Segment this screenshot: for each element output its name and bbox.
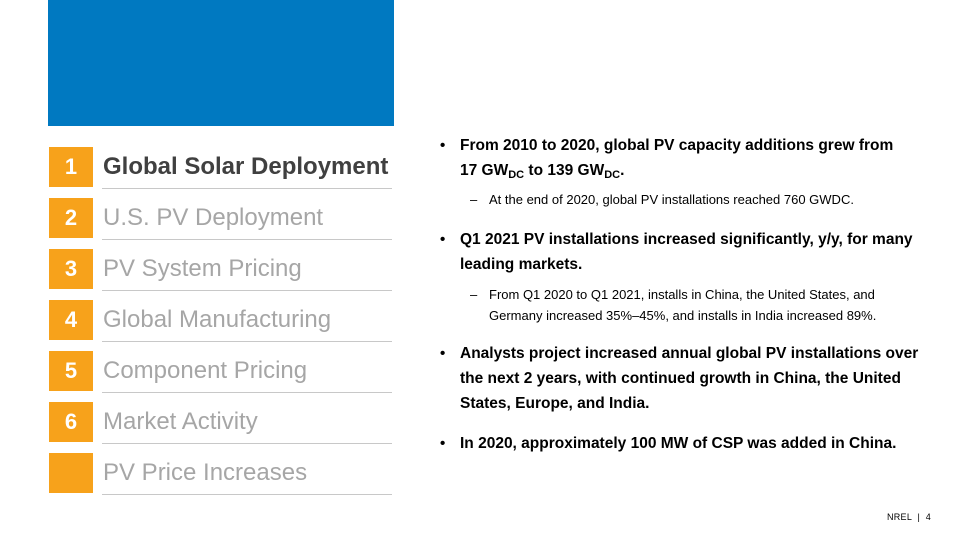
toc-number: 3 — [49, 249, 93, 289]
bullet-text: In 2020, approximately 100 MW of CSP was… — [460, 435, 897, 452]
toc-label: PV System Pricing — [103, 255, 302, 282]
dash-icon: – — [470, 192, 478, 207]
toc-item-pv-price-increases[interactable]: PV Price Increases — [49, 453, 392, 495]
header-blue-block — [48, 0, 394, 126]
toc-item-us-pv-deployment[interactable]: 2 U.S. PV Deployment — [49, 198, 392, 240]
toc-number — [49, 453, 93, 493]
dash-icon: – — [470, 287, 478, 302]
toc-label: Global Solar Deployment — [103, 153, 389, 180]
sub-bullet-text: At the end of 2020, global PV installati… — [489, 192, 854, 207]
toc-label: Market Activity — [103, 408, 258, 435]
toc-number: 5 — [49, 351, 93, 391]
toc-divider — [102, 494, 392, 495]
toc-item-market-activity[interactable]: 6 Market Activity — [49, 402, 392, 444]
toc-item-global-manufacturing[interactable]: 4 Global Manufacturing — [49, 300, 392, 342]
slide-footer: NREL | 4 — [887, 512, 931, 522]
toc-label: Component Pricing — [103, 357, 308, 384]
bullet-dot-icon: • — [440, 345, 446, 362]
bullet-dot-icon: • — [440, 231, 446, 248]
toc-label: Global Manufacturing — [103, 306, 332, 333]
toc-divider — [102, 290, 392, 291]
page-number: 4 — [925, 512, 931, 522]
toc-divider — [102, 443, 392, 444]
footer-org: NREL — [886, 512, 912, 522]
bullet-text: From 2010 to 2020, global PV capacity ad… — [460, 137, 894, 181]
toc-number: 1 — [49, 147, 93, 187]
toc-divider — [102, 239, 392, 240]
toc-item-global-solar-deployment[interactable]: 1 Global Solar Deployment — [49, 147, 392, 189]
bullet-text: Q1 2021 PV installations increased signi… — [460, 231, 913, 273]
footer-separator: | — [917, 512, 921, 522]
bullet-dot-icon: • — [440, 137, 446, 154]
bullet-dot-icon: • — [440, 435, 446, 452]
sub-bullet-text: From Q1 2020 to Q1 2021, installs in Chi… — [489, 287, 877, 323]
toc-label: U.S. PV Deployment — [103, 204, 324, 231]
toc-divider — [102, 341, 392, 342]
toc-number: 6 — [49, 402, 93, 442]
toc-divider — [102, 392, 392, 393]
toc-label: PV Price Increases — [103, 459, 308, 486]
toc-item-component-pricing[interactable]: 5 Component Pricing — [49, 351, 392, 393]
toc-divider — [102, 188, 392, 189]
bullet-text: Analysts project increased annual global… — [460, 345, 919, 412]
toc-number: 4 — [49, 300, 93, 340]
toc-item-pv-system-pricing[interactable]: 3 PV System Pricing — [49, 249, 392, 291]
toc-number: 2 — [49, 198, 93, 238]
